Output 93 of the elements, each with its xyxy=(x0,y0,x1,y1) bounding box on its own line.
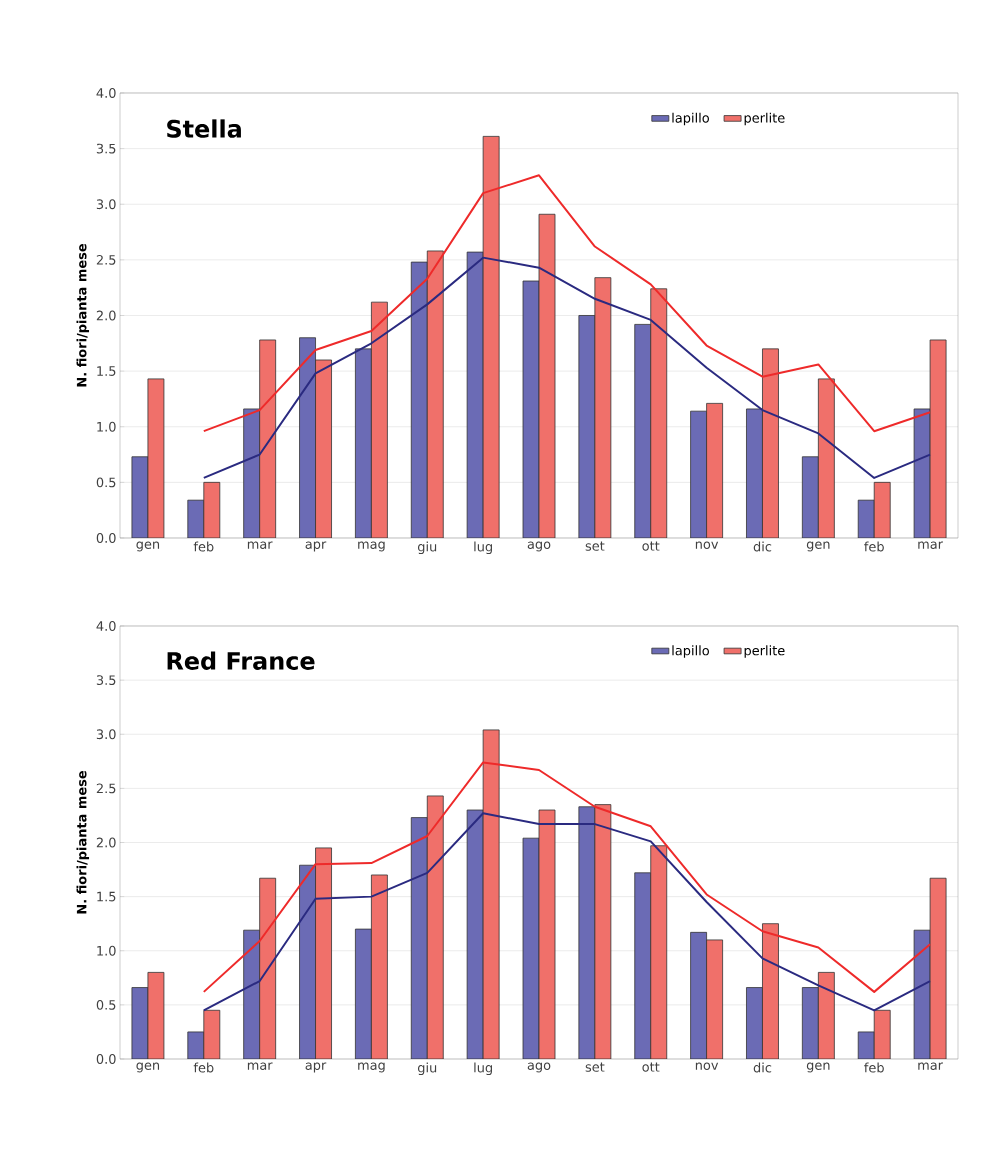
x-tick-label: mar xyxy=(918,541,944,549)
x-tick-label: feb xyxy=(193,541,214,552)
x-tick-label: dic xyxy=(753,1062,772,1073)
y-tick-label: 2.5 xyxy=(96,783,116,794)
bar xyxy=(873,481,891,538)
bar xyxy=(817,378,835,538)
x-tick-label: gen xyxy=(136,541,160,552)
x-tick-label: gen xyxy=(806,541,830,552)
bar xyxy=(426,250,444,538)
bar xyxy=(371,874,388,1059)
bar xyxy=(355,928,372,1059)
x-tick-label: nov xyxy=(695,1062,719,1070)
x-tick-label: set xyxy=(585,541,605,551)
bar xyxy=(371,301,388,538)
x-tick-label: ago xyxy=(527,1062,551,1073)
y-axis-title: N. fiori/pianta mese xyxy=(76,771,90,914)
x-tick-label: ago xyxy=(527,541,551,552)
bar xyxy=(650,288,668,538)
bar xyxy=(355,348,372,538)
line-series xyxy=(202,812,932,1012)
x-tick-label: apr xyxy=(305,1062,327,1073)
x-tick-label: giu xyxy=(417,1062,437,1076)
x-tick-label: feb xyxy=(193,1062,214,1073)
x-tick-label: feb xyxy=(864,541,884,552)
bar xyxy=(801,987,819,1059)
y-axis-title: N. fiori/pianta mese xyxy=(76,244,90,387)
bar xyxy=(746,408,763,538)
line-series xyxy=(202,174,932,433)
y-tick-label: 3.5 xyxy=(96,675,116,686)
legend-label: perlite xyxy=(744,645,785,658)
x-tick-label: set xyxy=(585,1062,605,1072)
bar xyxy=(259,339,277,538)
x-tick-label: giu xyxy=(417,541,437,555)
line-series xyxy=(202,761,932,993)
legend-label: perlite xyxy=(744,112,785,126)
x-tick-label: ott xyxy=(642,541,660,551)
bar xyxy=(690,410,708,538)
bar xyxy=(762,923,779,1059)
bar xyxy=(706,939,724,1059)
y-tick-label: 4.0 xyxy=(96,88,116,98)
bar xyxy=(634,872,652,1059)
y-tick-label: 0.5 xyxy=(96,477,116,488)
y-tick-label: 3.0 xyxy=(96,729,116,740)
bar xyxy=(873,1009,891,1059)
x-tick-label: lug xyxy=(474,1062,492,1076)
bar xyxy=(299,337,316,538)
bar xyxy=(690,931,708,1059)
y-tick-label: 4.0 xyxy=(96,621,116,631)
x-tick-label: mar xyxy=(918,1062,944,1070)
x-tick-label: mag xyxy=(358,1062,385,1073)
y-tick-label: 3.0 xyxy=(96,199,116,210)
x-tick-label: lug xyxy=(474,541,492,555)
text: Stella xyxy=(167,119,241,138)
y-tick-label: 2.0 xyxy=(96,837,116,848)
bar xyxy=(315,359,332,538)
bar xyxy=(706,402,724,538)
line-series xyxy=(202,256,932,479)
legend-label: lapillo xyxy=(672,645,709,658)
y-tick-label: 1.5 xyxy=(97,366,116,376)
bar xyxy=(817,972,835,1059)
x-tick-label: feb xyxy=(864,1062,884,1073)
bar xyxy=(801,456,819,538)
legend-label: lapillo xyxy=(672,112,709,126)
y-tick-label: 2.5 xyxy=(96,254,116,265)
y-tick-label: 1.5 xyxy=(97,891,116,902)
bar xyxy=(426,795,444,1059)
text: Red France xyxy=(167,651,315,670)
bar xyxy=(634,323,652,538)
y-tick-label: 1.0 xyxy=(97,421,116,432)
x-tick-label: ott xyxy=(642,1062,660,1072)
bar xyxy=(650,845,668,1059)
x-tick-label: gen xyxy=(136,1062,160,1073)
y-tick-label: 2.0 xyxy=(96,310,116,321)
y-tick-label: 1.0 xyxy=(97,945,116,956)
x-tick-label: nov xyxy=(695,541,719,549)
y-tick-label: 0.0 xyxy=(96,1054,116,1064)
x-tick-label: gen xyxy=(806,1062,830,1073)
x-tick-label: dic xyxy=(753,541,772,552)
y-tick-label: 3.5 xyxy=(96,143,116,154)
bar xyxy=(762,348,779,538)
bar xyxy=(746,987,763,1059)
bar xyxy=(315,847,332,1059)
bar xyxy=(299,864,316,1059)
y-tick-label: 0.5 xyxy=(96,999,116,1010)
x-tick-label: mar xyxy=(247,1062,273,1070)
bar xyxy=(203,481,221,538)
x-tick-label: apr xyxy=(305,541,327,552)
x-tick-label: mag xyxy=(358,541,385,552)
bar xyxy=(410,261,428,538)
x-tick-label: mar xyxy=(247,541,273,549)
y-tick-label: 0.0 xyxy=(96,533,116,543)
bar xyxy=(203,1009,221,1059)
bar xyxy=(410,817,428,1059)
